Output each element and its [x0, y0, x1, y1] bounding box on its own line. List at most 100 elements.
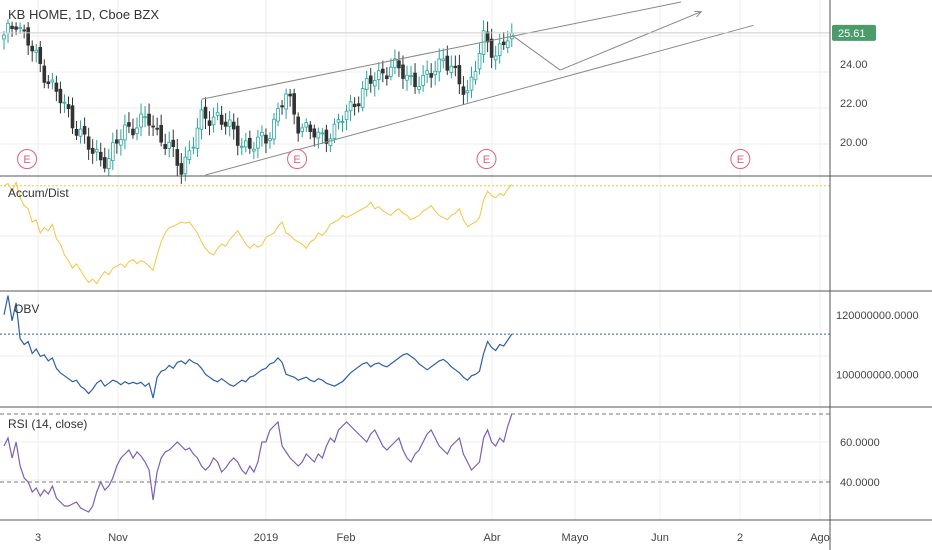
accum-dist-line — [3, 180, 513, 285]
candle-body — [223, 121, 228, 127]
candle-body — [139, 113, 143, 128]
candle-body — [207, 120, 212, 126]
candle-body — [449, 65, 454, 73]
candle-body — [473, 71, 478, 81]
candle-body — [393, 58, 397, 68]
rsi-axis-tick: 60.0000 — [840, 437, 880, 449]
candle-body — [453, 65, 458, 69]
candle-body — [10, 25, 14, 29]
candle-body — [368, 75, 373, 84]
candle-body — [26, 27, 30, 46]
candle-body — [147, 113, 151, 126]
candle-body — [505, 40, 510, 48]
candle-body — [66, 104, 71, 110]
candle-body — [155, 127, 159, 130]
candle-body — [127, 122, 131, 127]
obv-axis-tick: 100000000.0000 — [836, 369, 919, 381]
last-price-tag: 25.61 — [0, 24, 876, 41]
candle-body — [429, 73, 433, 78]
candle-body — [264, 134, 268, 144]
candle-body — [417, 86, 421, 90]
candle-body — [356, 103, 361, 107]
candle-body — [187, 150, 192, 160]
earnings-marker-label: E — [23, 154, 30, 166]
candle-body — [336, 119, 341, 123]
obv-label: OBV — [14, 302, 39, 316]
grid-lines — [0, 0, 830, 520]
candle-body — [288, 93, 292, 97]
candle-body — [437, 58, 442, 73]
candle-body — [280, 105, 284, 108]
candle-body — [489, 38, 494, 58]
candle-body — [106, 158, 111, 169]
rsi-bands — [0, 413, 830, 483]
price-axis-tick: 24.00 — [840, 59, 868, 71]
candle-body — [2, 34, 6, 40]
time-axis-tick: Jun — [651, 532, 669, 544]
candle-body — [376, 70, 381, 81]
candle-body — [433, 70, 438, 76]
candle-body — [219, 114, 224, 125]
candle-body — [260, 131, 264, 137]
candle-body — [243, 140, 248, 148]
obv-line — [3, 295, 513, 399]
candle-body — [111, 142, 115, 161]
candle-body — [215, 111, 220, 116]
earnings-marker-label: E — [737, 154, 744, 166]
earnings-marker-label: E — [293, 154, 300, 166]
candle-body — [143, 116, 147, 119]
candle-body — [457, 65, 462, 85]
candle-body — [248, 137, 252, 149]
trendlines[interactable] — [201, 1, 754, 176]
candle-body — [151, 125, 155, 128]
candle-body — [203, 106, 208, 119]
candle-body — [497, 43, 502, 56]
price-axis-tick: 22.00 — [840, 98, 868, 110]
candle-body — [292, 93, 296, 115]
candle-body — [58, 88, 63, 104]
candle-body — [405, 74, 409, 81]
candle-body — [348, 101, 353, 112]
candle-body — [54, 82, 59, 92]
projection-arrowhead — [694, 10, 703, 18]
candle-body — [14, 26, 18, 30]
last-price-label: 25.61 — [838, 28, 866, 40]
candle-body — [70, 105, 75, 129]
candle-body — [231, 121, 236, 130]
chart-title: KB HOME, 1D, Cboe BZX — [8, 7, 159, 22]
candle-body — [82, 126, 87, 135]
candle-body — [74, 129, 79, 136]
candle-body — [115, 139, 119, 144]
candle-body — [86, 136, 91, 150]
candle-body — [163, 144, 168, 149]
rsi-axis: 40.0000 60.0000 — [840, 437, 880, 489]
candlestick-series — [2, 19, 514, 184]
candle-body — [98, 151, 103, 161]
candle-body — [445, 55, 450, 71]
candle-body — [328, 138, 333, 147]
candle-body — [477, 52, 482, 70]
candle-body — [352, 103, 357, 107]
candle-body — [296, 116, 300, 134]
candle-body — [123, 124, 127, 141]
candle-body — [360, 88, 365, 108]
candle-body — [195, 127, 200, 149]
candle-body — [276, 108, 280, 122]
obv-axis: 100000000.0000 120000000.0000 — [836, 310, 919, 381]
earnings-marker — [476, 149, 497, 169]
earnings-marker — [730, 149, 751, 169]
rsi-label: RSI (14, close) — [8, 417, 87, 431]
candle-body — [18, 26, 22, 30]
time-axis-tick: Ago — [810, 532, 830, 544]
candle-body — [227, 119, 232, 127]
candle-body — [272, 118, 276, 140]
candle-body — [268, 138, 272, 141]
candle-body — [199, 109, 204, 130]
candle-body — [90, 147, 95, 154]
last-price-box — [832, 24, 876, 41]
candle-body — [413, 72, 417, 88]
candle-body — [30, 45, 35, 52]
candle-body — [324, 129, 329, 144]
